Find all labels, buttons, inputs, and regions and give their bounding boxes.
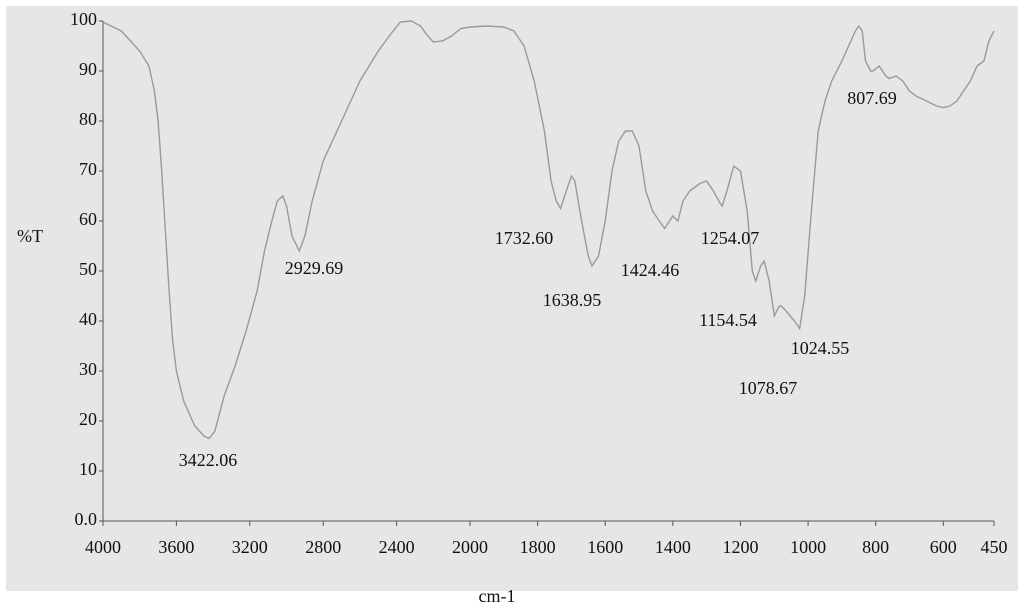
x-tick-label: 450 bbox=[981, 537, 1008, 557]
y-tick-label: 90 bbox=[79, 59, 97, 79]
x-tick-label: 4000 bbox=[85, 537, 121, 557]
x-tick-label: 1800 bbox=[520, 537, 556, 557]
x-tick-label: 3600 bbox=[158, 537, 194, 557]
peak-label: 1154.54 bbox=[699, 310, 757, 330]
y-tick-label: 70 bbox=[79, 159, 97, 179]
peak-label: 1732.60 bbox=[495, 228, 554, 248]
peak-label: 1078.67 bbox=[739, 378, 798, 398]
y-tick-label: 60 bbox=[79, 209, 97, 229]
x-tick-label: 1400 bbox=[655, 537, 691, 557]
peak-label: 807.69 bbox=[847, 88, 897, 108]
peak-label: 3422.06 bbox=[179, 450, 238, 470]
x-axis-label: cm-1 bbox=[479, 586, 516, 606]
x-tick-label: 600 bbox=[930, 537, 957, 557]
x-tick-label: 1600 bbox=[587, 537, 623, 557]
y-tick-label: 50 bbox=[79, 259, 97, 279]
peak-label: 2929.69 bbox=[285, 258, 344, 278]
peak-label: 1254.07 bbox=[701, 228, 760, 248]
peak-label: 1424.46 bbox=[621, 260, 680, 280]
x-tick-label: 3200 bbox=[232, 537, 268, 557]
chart-background bbox=[6, 6, 1018, 591]
x-tick-label: 800 bbox=[862, 537, 889, 557]
y-tick-label: 80 bbox=[79, 109, 97, 129]
spectrum-line bbox=[102, 20, 995, 440]
y-tick-label: 10 bbox=[79, 459, 97, 479]
x-tick-label: 2000 bbox=[452, 537, 488, 557]
x-tick-label: 2800 bbox=[305, 537, 341, 557]
x-tick-label: 1200 bbox=[722, 537, 758, 557]
y-tick-label: 30 bbox=[79, 359, 97, 379]
y-axis-label: %T bbox=[17, 226, 43, 246]
x-tick-label: 2400 bbox=[379, 537, 415, 557]
y-tick-label: 100 bbox=[70, 9, 97, 29]
y-tick-label: 20 bbox=[79, 409, 97, 429]
x-tick-label: 1000 bbox=[790, 537, 826, 557]
y-tick-label: 0.0 bbox=[75, 509, 98, 529]
y-tick-label: 40 bbox=[79, 309, 97, 329]
peak-label: 1638.95 bbox=[543, 290, 602, 310]
peak-label: 1024.55 bbox=[791, 338, 850, 358]
